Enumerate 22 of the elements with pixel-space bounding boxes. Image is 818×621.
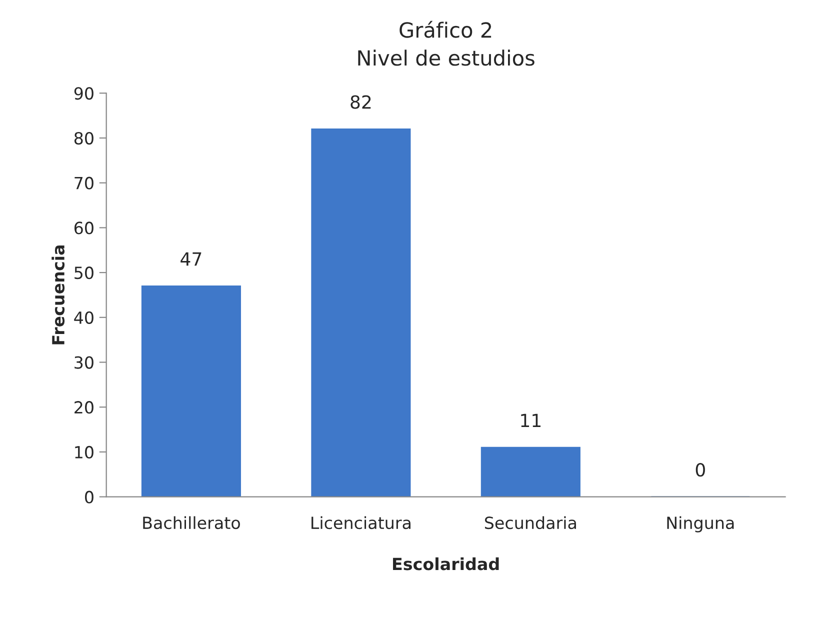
y-tick-label: 90	[74, 87, 94, 100]
data-label: 82	[350, 95, 371, 109]
data-label: 11	[521, 414, 540, 428]
chart-subtitle: Nivel de estudios	[358, 50, 534, 66]
x-tick-label: Licenciatura	[312, 516, 410, 530]
y-tick-label: 0	[85, 490, 94, 504]
y-tick-label: 70	[74, 176, 94, 190]
y-tick-label: 50	[74, 266, 94, 280]
y-tick-label: 30	[74, 356, 94, 369]
y-tick-label: 80	[74, 132, 94, 145]
y-tick-label: 20	[74, 401, 94, 414]
y-tick-label: 40	[74, 311, 94, 324]
x-axis-title: Escolaridad	[393, 557, 499, 570]
data-label: 47	[180, 252, 202, 266]
x-tick-label: Secundaria	[484, 516, 576, 530]
x-tick-label: Bachillerato	[143, 516, 240, 530]
y-tick-label: 60	[74, 222, 94, 234]
y-axis-title: Frecuencia	[52, 245, 65, 344]
chart-title: Gráfico 2	[400, 20, 492, 38]
data-label: 0	[696, 462, 705, 477]
y-tick-label: 10	[75, 446, 94, 459]
x-tick-label: Ninguna	[667, 516, 734, 532]
